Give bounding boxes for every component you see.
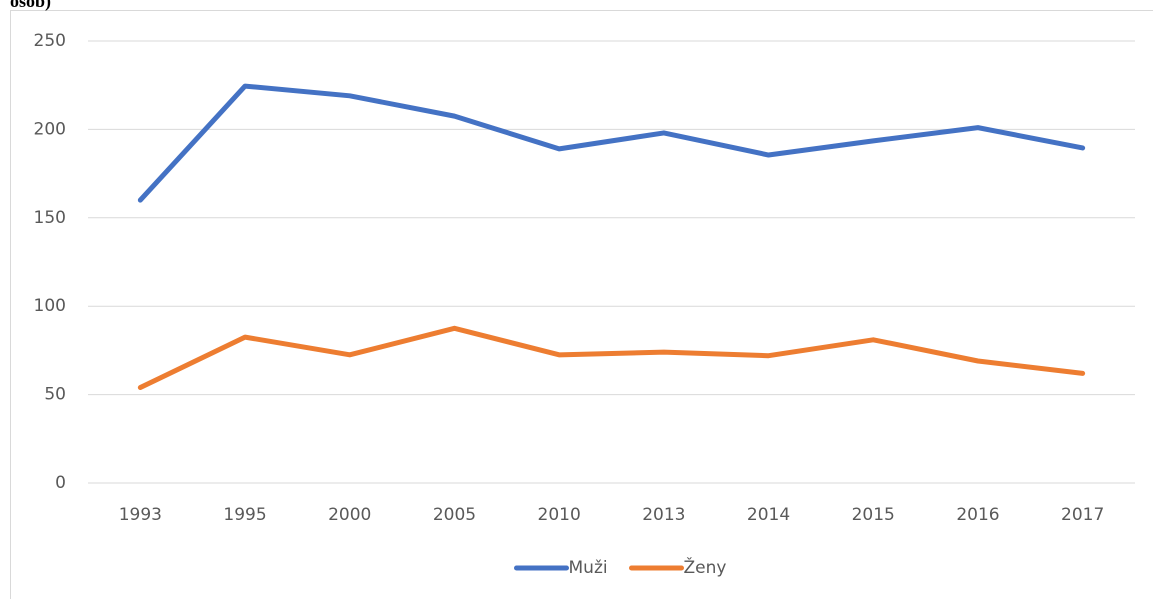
- series-line: [137, 83, 1086, 203]
- x-tick-label: 2010: [538, 505, 581, 525]
- x-tick-label: 2016: [956, 505, 999, 525]
- legend-label: Muži: [569, 558, 608, 578]
- x-tick-label: 2000: [328, 505, 371, 525]
- y-tick-label: 100: [34, 296, 66, 316]
- chart-frame: [10, 10, 1153, 599]
- x-tick-label: 2017: [1061, 505, 1104, 525]
- x-tick-label: 1995: [223, 505, 266, 525]
- y-tick-label: 250: [34, 31, 66, 51]
- y-tick-label: 50: [44, 385, 66, 405]
- series-line: [137, 325, 1086, 391]
- x-tick-label: 2005: [433, 505, 476, 525]
- x-tick-label: 1993: [119, 505, 162, 525]
- chart-title: osob): [10, 0, 51, 12]
- y-tick-label: 200: [34, 119, 66, 139]
- x-tick-label: 2014: [747, 505, 790, 525]
- legend-label: Ženy: [684, 556, 727, 578]
- x-tick-label: 2015: [852, 505, 895, 525]
- x-tick-label: 2013: [642, 505, 685, 525]
- y-tick-label: 0: [55, 473, 66, 493]
- y-tick-label: 150: [34, 208, 66, 228]
